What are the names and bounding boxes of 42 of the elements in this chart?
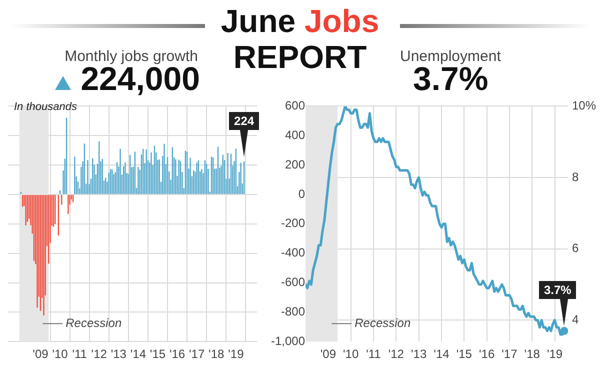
x-tick-label: '11 xyxy=(72,347,88,362)
annotation: 224 xyxy=(229,112,260,130)
y-tick-label: -400 xyxy=(280,246,306,260)
x-tick-label: '18 xyxy=(208,347,225,362)
y-tick-label: 200 xyxy=(284,157,306,172)
x-tick-label: '16 xyxy=(478,347,495,362)
x-tick-label: '17 xyxy=(502,347,518,362)
y-tick-label: -200 xyxy=(280,216,306,230)
y-tick-label: 400 xyxy=(284,128,306,142)
band-label: Recession xyxy=(66,316,122,330)
annotation: In thousands xyxy=(14,101,77,113)
x-tick-label: '11 xyxy=(366,347,382,362)
x-tick-label: '13 xyxy=(410,347,427,362)
band-label: Recession xyxy=(354,316,411,330)
x-tick-label: '14 xyxy=(434,347,450,362)
annotation: 3.7% xyxy=(539,280,576,299)
y-tick-label: 10% xyxy=(572,98,596,113)
text: June Jobs REPORT xyxy=(220,3,380,75)
x-tick-label: '12 xyxy=(91,347,108,362)
x-tick-label: '09 xyxy=(320,347,336,362)
y-tick-label: -1,000 xyxy=(270,334,306,348)
x-tick-label: '19 xyxy=(228,347,244,362)
y-tick-label: 600 xyxy=(284,98,306,113)
y-tick-label: -800 xyxy=(280,304,306,318)
x-tick-label: '14 xyxy=(130,347,146,362)
x-tick-label: '15 xyxy=(456,347,472,362)
x-tick-label: '19 xyxy=(546,347,563,362)
x-tick-label: '09 xyxy=(32,347,49,362)
y-tick-label: 4 xyxy=(572,312,579,327)
x-tick-label: '10 xyxy=(343,347,359,362)
y-tick-label: 6 xyxy=(572,241,579,256)
x-tick-label: '12 xyxy=(388,347,404,362)
x-tick-label: '16 xyxy=(169,347,186,362)
x-tick-label: '15 xyxy=(150,347,166,362)
chart-title: Monthly jobs growth xyxy=(64,48,198,65)
x-tick-label: '10 xyxy=(52,347,68,362)
y-tick-label: -600 xyxy=(280,275,306,290)
y-tick-label: 0 xyxy=(298,186,306,201)
x-tick-label: '17 xyxy=(189,347,205,362)
x-tick-label: '18 xyxy=(524,347,540,362)
y-tick-label: 8 xyxy=(572,170,579,184)
x-tick-label: '13 xyxy=(110,347,127,362)
